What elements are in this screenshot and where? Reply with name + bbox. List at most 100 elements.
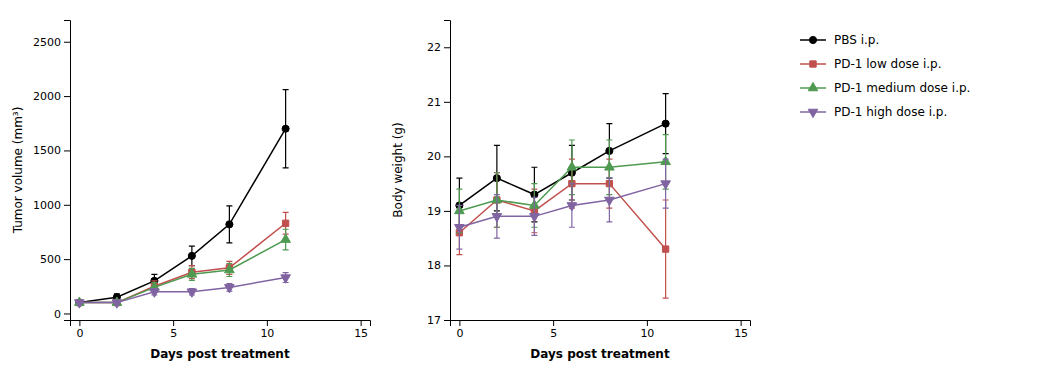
point-marker xyxy=(281,275,291,283)
x-tick-mark xyxy=(79,320,80,326)
y-tick: 2500 xyxy=(33,36,70,49)
series-line xyxy=(79,223,285,302)
x-tick: 5 xyxy=(170,320,177,340)
x-tick-mark xyxy=(173,320,174,326)
chart: 0 5 10 15 17 18 19 20 21 22 Days post treatment Bod… xyxy=(391,21,751,362)
point-marker xyxy=(661,181,671,189)
y-tick-label: 1500 xyxy=(33,144,61,157)
series-line xyxy=(459,162,665,211)
y-tick-label: 0 xyxy=(54,307,61,320)
legend-marker xyxy=(808,82,818,90)
y-tick: 500 xyxy=(40,253,70,266)
x-axis-line xyxy=(451,321,751,327)
series-line xyxy=(79,278,285,303)
point-marker xyxy=(492,214,502,222)
point-marker xyxy=(282,220,288,226)
legend-item: PD-1 medium dose i.p. xyxy=(800,81,970,95)
point-marker xyxy=(455,224,465,232)
legend: PBS i.p. PD-1 low dose i.p. PD-1 medium do… xyxy=(800,33,970,119)
point-marker xyxy=(662,246,668,252)
legend-label: PD-1 high dose i.p. xyxy=(834,105,947,119)
y-tick-mark xyxy=(444,265,450,266)
y-tick: 19 xyxy=(427,205,450,218)
legend-item: PD-1 low dose i.p. xyxy=(800,57,942,71)
y-tick-label: 500 xyxy=(40,253,61,266)
x-tick-mark xyxy=(267,320,268,326)
y-axis-line xyxy=(444,21,451,321)
series-line xyxy=(79,240,285,303)
x-tick: 10 xyxy=(640,320,654,340)
x-tick-mark xyxy=(647,320,648,326)
y-tick-mark xyxy=(444,47,450,48)
y-tick: 1000 xyxy=(33,199,70,212)
point-marker xyxy=(281,234,291,242)
x-tick-label: 0 xyxy=(456,327,463,340)
y-tick: 1500 xyxy=(33,144,70,157)
y-tick: 2000 xyxy=(33,90,70,103)
x-tick-label: 15 xyxy=(734,327,748,340)
series xyxy=(76,90,289,307)
series xyxy=(75,229,291,305)
legend-label: PD-1 low dose i.p. xyxy=(834,57,942,71)
point-marker xyxy=(225,264,235,272)
legend-marker xyxy=(809,36,816,43)
series xyxy=(456,94,669,233)
x-tick-mark xyxy=(459,320,460,326)
series-line xyxy=(459,184,665,249)
y-tick-mark xyxy=(64,150,70,151)
y-axis-title: Tumor volume (mm³) xyxy=(11,107,25,235)
series xyxy=(456,159,669,298)
y-tick-mark xyxy=(64,259,70,260)
y-tick-mark xyxy=(444,320,450,321)
y-tick-label: 21 xyxy=(427,96,441,109)
y-tick-label: 22 xyxy=(427,41,441,54)
chart: 05101505001000150020002500Days post trea… xyxy=(11,21,371,362)
legend-label: PD-1 medium dose i.p. xyxy=(834,81,970,95)
series xyxy=(76,212,289,305)
y-tick-mark xyxy=(64,42,70,43)
x-tick: 5 xyxy=(550,320,557,340)
series xyxy=(455,159,671,249)
x-axis: 051015 xyxy=(71,320,371,340)
series xyxy=(455,135,671,233)
x-tick-label: 0 xyxy=(76,327,83,340)
y-axis: 0 500 1000 1500 2000 2500 xyxy=(33,21,71,321)
legend-label: PBS i.p. xyxy=(834,33,879,47)
y-tick-label: 19 xyxy=(427,205,441,218)
chart-svg: 0 5 10 15 0 500 1000 1500 2000 2500 Days post trea… xyxy=(0,0,1044,385)
y-tick-mark xyxy=(444,211,450,212)
point-marker xyxy=(75,300,85,308)
y-tick: 20 xyxy=(427,150,450,163)
error-bar xyxy=(226,206,232,243)
y-tick-label: 18 xyxy=(427,259,441,272)
point-marker xyxy=(605,197,615,205)
error-bar xyxy=(663,200,669,298)
x-tick: 0 xyxy=(76,320,83,340)
y-axis-title: Body weight (g) xyxy=(391,122,405,217)
x-axis-title: Days post treatment xyxy=(530,347,670,361)
point-marker xyxy=(605,162,615,170)
y-tick-label: 20 xyxy=(427,150,441,163)
point-marker xyxy=(567,162,577,170)
point-marker xyxy=(530,214,540,222)
series-line xyxy=(459,184,665,228)
x-axis: 0 5 10 15 xyxy=(451,320,751,340)
y-tick-mark xyxy=(64,96,70,97)
point-marker xyxy=(187,289,197,297)
y-axis: 17 18 19 20 21 22 xyxy=(427,21,451,328)
x-tick: 0 xyxy=(456,320,463,340)
point-marker xyxy=(225,285,235,293)
x-tick: 10 xyxy=(260,320,274,340)
x-tick-label: 5 xyxy=(170,327,177,340)
point-marker xyxy=(662,120,669,127)
x-tick-mark xyxy=(553,320,554,326)
y-tick: 22 xyxy=(427,41,450,54)
error-bar xyxy=(283,90,289,168)
y-tick: 21 xyxy=(427,96,450,109)
legend-item: PBS i.p. xyxy=(800,33,879,47)
y-tick: 17 xyxy=(427,314,450,327)
y-tick-label: 17 xyxy=(427,314,441,327)
x-tick-mark xyxy=(741,320,742,326)
y-tick-label: 2000 xyxy=(33,90,61,103)
x-axis-title: Days post treatment xyxy=(150,347,290,361)
